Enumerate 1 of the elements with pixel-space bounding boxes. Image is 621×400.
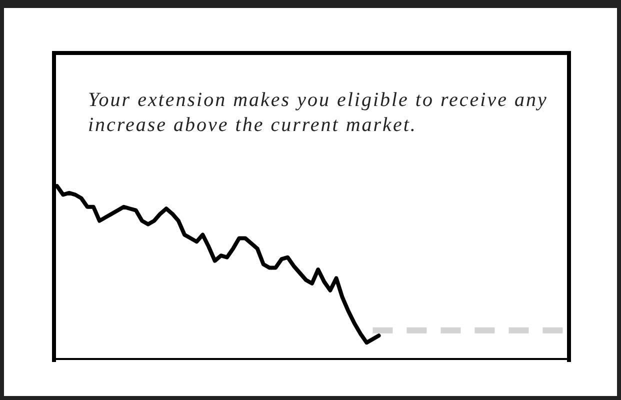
chart-title: Your extension makes you eligible to receive any increase above the current market.	[88, 88, 549, 138]
